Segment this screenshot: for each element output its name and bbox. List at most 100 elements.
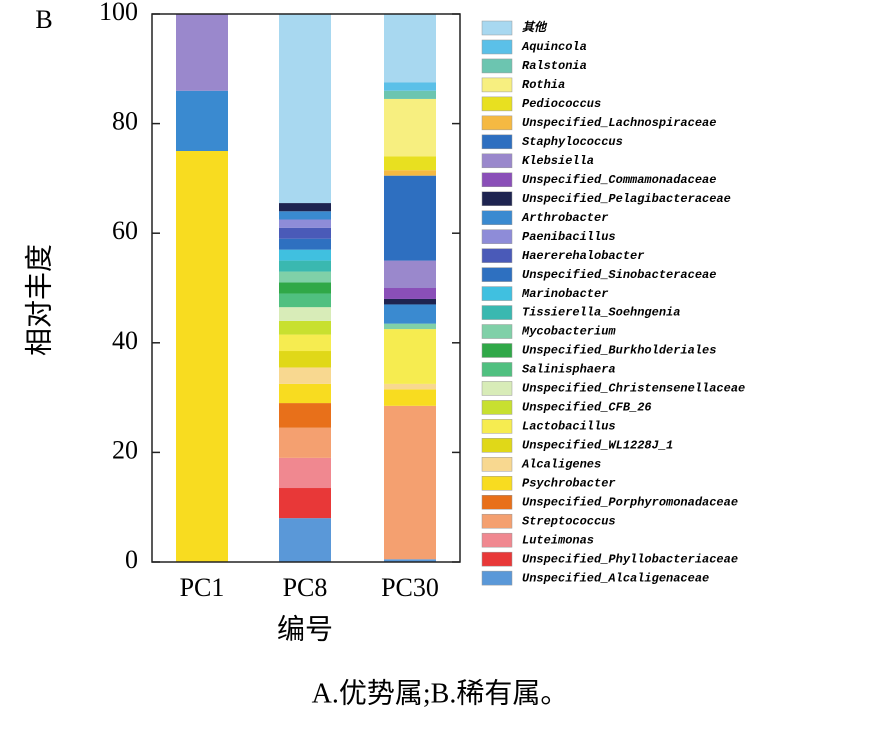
legend-label: Psychrobacter	[522, 476, 616, 490]
legend-label: Staphylococcus	[522, 135, 623, 149]
legend-label: Unspecified_Burkholderiales	[522, 344, 716, 358]
bar-segment	[279, 403, 331, 428]
bar-segment	[384, 14, 436, 83]
legend-swatch	[481, 570, 513, 586]
bar-segment	[279, 488, 331, 519]
bar-segment	[279, 320, 331, 335]
legend-swatch	[481, 134, 513, 150]
legend-label: Ralstonia	[522, 59, 587, 73]
legend-label: Mycobacterium	[521, 325, 616, 339]
bar-segment	[279, 351, 331, 368]
bar-segment	[384, 288, 436, 299]
legend-swatch	[481, 96, 513, 112]
y-tick-label: 60	[112, 216, 138, 245]
bar-segment	[384, 175, 436, 261]
legend-swatch	[481, 532, 513, 548]
legend-label: Luteimonas	[522, 533, 594, 547]
bar-segment	[384, 559, 436, 562]
caption: A.优势属;B.稀有属。	[312, 677, 569, 709]
legend-label: Streptococcus	[522, 514, 616, 528]
legend-label: Unspecified_Commamonadaceae	[522, 173, 716, 187]
legend-swatch	[481, 513, 513, 529]
legend-swatch	[481, 229, 513, 244]
bar-segment	[279, 427, 331, 458]
legend-swatch	[481, 438, 513, 453]
legend-label: Marinobacter	[521, 287, 608, 301]
legend-swatch	[481, 457, 513, 472]
legend-swatch	[481, 551, 513, 567]
bar-segment	[176, 14, 228, 91]
legend-swatch	[481, 305, 513, 320]
bar-segment	[279, 307, 331, 321]
legend-label: Paenibacillus	[522, 230, 616, 244]
x-axis-label: 编号	[277, 613, 333, 645]
legend-swatch	[481, 267, 513, 282]
legend-label: Tissierella_Soehngenia	[522, 306, 680, 320]
bar-segment	[384, 156, 436, 171]
bar-segment	[279, 282, 331, 294]
bar-segment	[384, 405, 436, 560]
legend-swatch	[481, 495, 513, 510]
legend-swatch	[481, 153, 513, 169]
bar-segment	[279, 293, 331, 308]
legend-label: Klebsiella	[522, 154, 594, 168]
bar-segment	[279, 14, 331, 204]
bar-segment	[279, 219, 331, 228]
bar-segment	[384, 90, 436, 99]
bar-segment	[279, 457, 331, 489]
x-tick-label: PC30	[381, 573, 439, 602]
bar-segment	[279, 271, 331, 283]
legend-swatch	[481, 476, 513, 491]
x-tick-label: PC1	[180, 573, 225, 602]
legend-swatch	[481, 58, 513, 74]
y-tick-label: 80	[112, 107, 138, 136]
legend-label: Unspecified_Porphyromonadaceae	[522, 495, 738, 509]
bar-segment	[384, 304, 436, 324]
panel-label: B	[35, 5, 52, 34]
legend-label: Unspecified_Alcaligenaceae	[522, 571, 709, 585]
legend-label: Pediococcus	[522, 97, 601, 111]
legend-label: Unspecified_Christensenellaceae	[522, 382, 745, 396]
bar-segment	[279, 203, 331, 212]
bar-segment	[279, 383, 331, 404]
legend-swatch	[481, 210, 513, 225]
legend-swatch	[481, 39, 513, 55]
bar-segment	[384, 383, 436, 390]
legend-swatch	[481, 248, 513, 263]
plot-frame	[151, 13, 461, 563]
bar-segment	[176, 90, 228, 151]
legend-swatch	[481, 20, 513, 36]
legend-label: Haererehalobacter	[522, 249, 644, 263]
legend-swatch	[481, 115, 513, 131]
legend-label: Unspecified_Sinobacteraceae	[522, 268, 716, 282]
y-axis-label: 相对丰度	[23, 244, 55, 356]
bar-segment	[384, 323, 436, 330]
legend-swatch	[481, 362, 513, 377]
y-tick-label: 0	[125, 545, 138, 574]
legend-label: Unspecified_Lachnospiraceae	[522, 116, 716, 130]
bar-segment	[384, 329, 436, 384]
legend-label: Unspecified_CFB_26	[522, 401, 652, 415]
x-tick-label: PC8	[283, 573, 328, 602]
legend-label: Unspecified_WL1228J_1	[522, 439, 673, 453]
legend-label: Unspecified_Pelagibacteraceae	[522, 192, 731, 206]
legend-swatch	[481, 324, 513, 339]
legend-swatch	[481, 381, 513, 396]
bar-segment	[279, 367, 331, 384]
legend-label: Rothia	[522, 78, 565, 92]
legend-swatch	[481, 286, 513, 301]
bar-segment	[384, 298, 436, 305]
bar-segment	[279, 334, 331, 352]
bar-segment	[279, 260, 331, 272]
y-tick-label: 20	[112, 435, 138, 464]
legend-label: Arthrobacter	[521, 211, 608, 225]
legend-swatch	[481, 400, 513, 415]
legend-label: Alcaligenes	[521, 457, 601, 471]
legend-swatch	[481, 191, 513, 206]
bar-segment	[279, 249, 331, 261]
legend-label: 其他	[522, 20, 548, 35]
legend-label: Unspecified_Phyllobacteriaceae	[522, 552, 738, 566]
bar-segment	[279, 211, 331, 220]
legend-swatch	[481, 343, 513, 358]
legend-label: Lactobacillus	[522, 420, 616, 434]
